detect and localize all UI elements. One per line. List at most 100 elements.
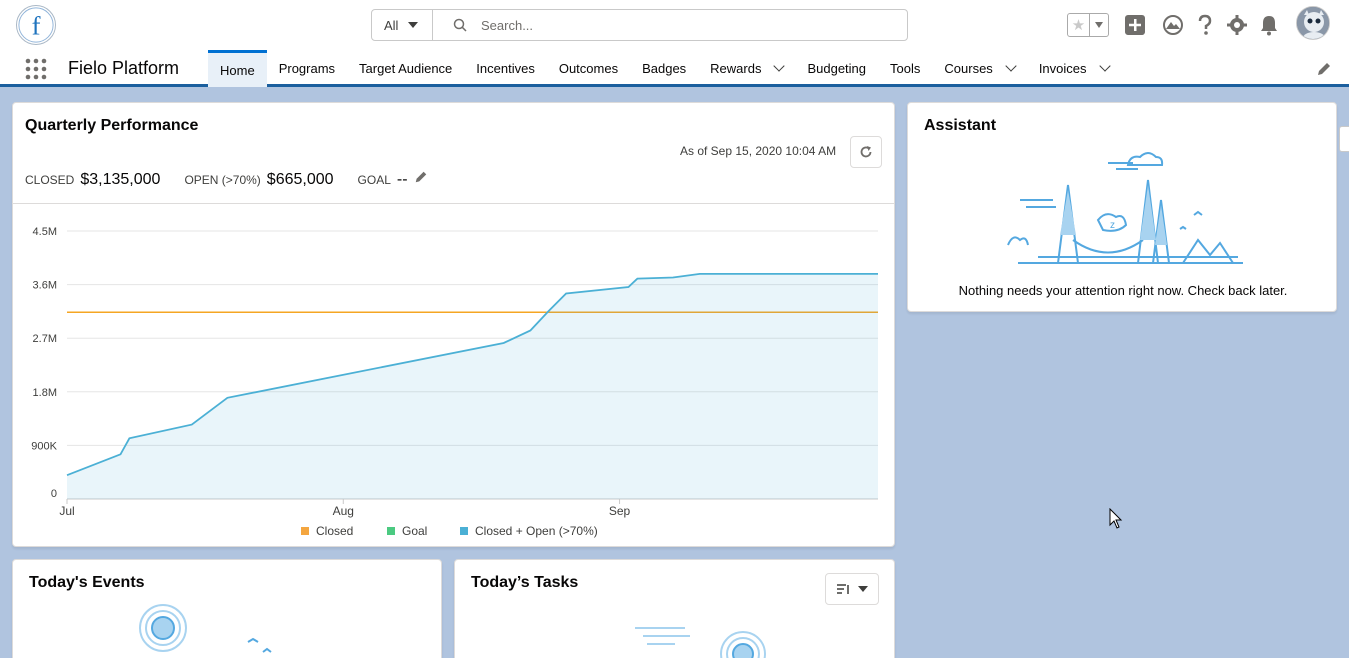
favorite-star-icon[interactable]: ★	[1068, 14, 1090, 36]
pencil-icon	[415, 171, 426, 183]
tab-invoices[interactable]: Invoices	[1027, 50, 1121, 87]
app-launcher-button[interactable]	[24, 57, 48, 81]
x-tick-label: Aug	[333, 504, 354, 518]
task-filter-menu-button[interactable]	[825, 573, 879, 605]
card-title: Quarterly Performance	[25, 117, 199, 134]
tab-label: Invoices	[1038, 61, 1087, 76]
svg-text:z: z	[1110, 220, 1115, 231]
y-tick-label: 2.7M	[33, 333, 57, 345]
fielo-logo[interactable]: f	[16, 5, 56, 45]
tab-label: Budgeting	[807, 61, 867, 76]
search-icon	[453, 18, 467, 32]
plus-icon	[1125, 15, 1145, 35]
search-scope-label: All	[384, 17, 399, 33]
card-title: Assistant	[924, 117, 997, 134]
as-of-timestamp: As of Sep 15, 2020 10:04 AM	[680, 144, 837, 158]
search-input[interactable]	[481, 17, 881, 33]
tab-badges[interactable]: Badges	[630, 50, 698, 87]
tab-target-audience[interactable]: Target Audience	[347, 50, 464, 87]
card-divider	[13, 203, 894, 204]
trailhead-button[interactable]	[1161, 13, 1185, 37]
trailhead-icon	[1163, 15, 1183, 35]
card-title: Today’s Tasks	[471, 574, 579, 591]
tab-home[interactable]: Home	[208, 50, 267, 87]
refresh-button[interactable]	[850, 136, 882, 168]
favorites-dropdown-button[interactable]	[1090, 14, 1108, 36]
x-tick-label: Sep	[609, 504, 631, 518]
gear-icon	[1227, 15, 1247, 35]
refresh-icon	[860, 146, 872, 158]
chevron-down-icon[interactable]	[1098, 60, 1111, 72]
y-tick-label: 900K	[31, 440, 57, 452]
bell-icon	[1261, 16, 1277, 36]
pencil-icon	[1318, 63, 1330, 75]
global-search: All	[371, 9, 908, 41]
svg-text:f: f	[32, 11, 41, 41]
tab-courses[interactable]: Courses	[932, 50, 1026, 87]
chevron-down-icon	[1095, 22, 1103, 28]
notifications-button[interactable]	[1257, 13, 1281, 37]
quarterly-performance-chart: 0 900K 1.8M 2.7M 3.6M 4.5M Jul Aug Sep Closed Go…	[31, 226, 878, 538]
chevron-down-icon	[858, 586, 868, 592]
legend-swatch	[460, 527, 468, 535]
tab-outcomes[interactable]: Outcomes	[547, 50, 630, 87]
app-name: Fielo Platform	[68, 58, 180, 78]
x-tick-label: Jul	[59, 504, 74, 518]
tab-incentives[interactable]: Incentives	[464, 50, 547, 87]
closed-value: $3,135,000	[80, 171, 161, 188]
global-actions-button[interactable]	[1123, 13, 1147, 37]
tab-label: Home	[220, 62, 255, 78]
waffle-icon	[25, 58, 47, 80]
y-tick-label: 1.8M	[33, 387, 57, 399]
tab-programs[interactable]: Programs	[267, 50, 347, 87]
search-scope-select[interactable]: All	[372, 10, 433, 40]
open-label: OPEN (>70%)	[184, 173, 261, 187]
global-header: f All ★	[0, 0, 1349, 50]
chevron-down-icon[interactable]	[773, 60, 786, 72]
mouse-cursor	[1109, 508, 1123, 529]
y-tick-label: 3.6M	[33, 280, 57, 292]
assistant-message: Nothing needs your attention right now. …	[958, 283, 1288, 298]
tab-rewards[interactable]: Rewards	[698, 50, 795, 87]
utility-panel-toggle[interactable]	[1339, 126, 1349, 152]
edit-nav-button[interactable]	[1316, 61, 1332, 77]
help-icon	[1198, 14, 1212, 35]
events-illustration	[139, 604, 272, 653]
sort-icon	[837, 584, 849, 594]
tab-label: Rewards	[710, 61, 762, 76]
tab-tools[interactable]: Tools	[878, 50, 932, 87]
tab-label: Programs	[278, 61, 336, 76]
performance-metrics: CLOSED $3,135,000 OPEN (>70%) $665,000 G…	[25, 170, 428, 189]
y-tick-label: 4.5M	[33, 226, 57, 238]
legend-swatch	[387, 527, 395, 535]
legend-swatch	[301, 527, 309, 535]
tab-label: Badges	[642, 61, 687, 76]
tab-label: Outcomes	[558, 61, 619, 76]
open-value: $665,000	[266, 171, 334, 188]
tab-label: Incentives	[476, 61, 535, 76]
series-line	[66, 273, 878, 477]
avatar-image	[1297, 7, 1329, 39]
legend-label: Closed	[316, 524, 353, 538]
series-area	[67, 273, 878, 499]
tab-label: Courses	[944, 61, 993, 76]
todays-tasks-card: Today’s Tasks	[454, 559, 895, 658]
tab-label: Target Audience	[359, 61, 453, 76]
tab-budgeting[interactable]: Budgeting	[795, 50, 878, 87]
favorites-group: ★	[1067, 13, 1109, 37]
legend-label: Goal	[402, 524, 427, 538]
app-nav-bar: Fielo Platform Home Programs Target Audi…	[0, 50, 1349, 87]
help-button[interactable]	[1193, 13, 1217, 37]
setup-button[interactable]	[1225, 13, 1249, 37]
tab-label: Tools	[890, 61, 921, 76]
goal-value: --	[396, 171, 408, 188]
goal-label: GOAL	[357, 173, 391, 187]
chevron-down-icon[interactable]	[1005, 60, 1017, 72]
closed-label: CLOSED	[25, 173, 75, 187]
assistant-card: Assistant z Nothing needs your attention…	[907, 102, 1337, 312]
y-tick-label: 0	[51, 488, 57, 500]
tasks-illustration	[635, 627, 766, 658]
edit-goal-button[interactable]	[414, 170, 428, 184]
todays-events-card: Today's Events	[12, 559, 442, 658]
user-avatar[interactable]	[1296, 6, 1330, 40]
